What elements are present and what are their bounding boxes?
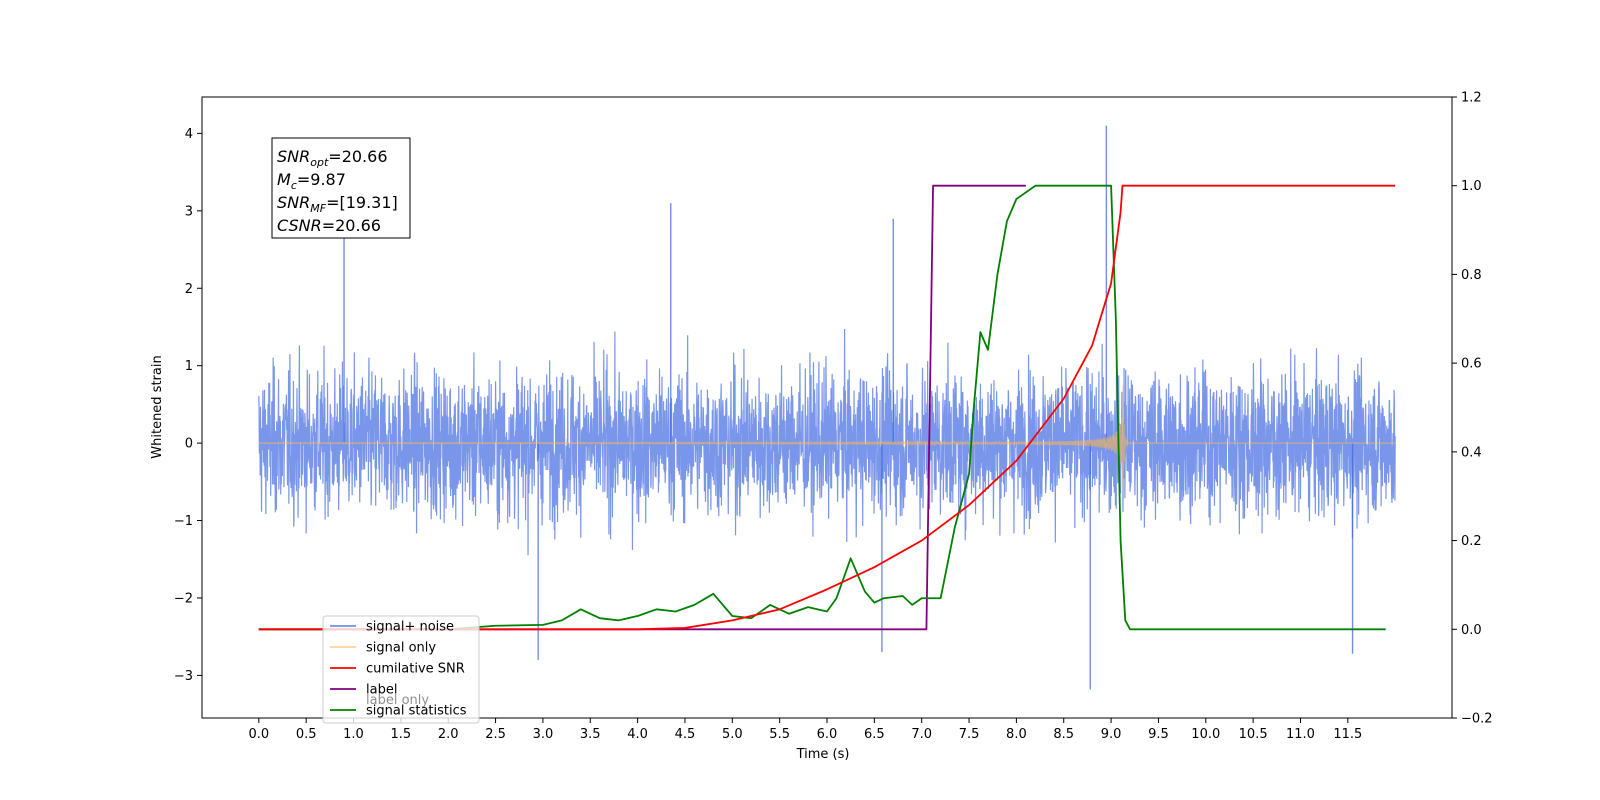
x-tick-label: 0.5 xyxy=(296,727,317,742)
legend-frame xyxy=(322,615,480,724)
legend: signal+ noise signal only cumilative SNR la… xyxy=(322,615,480,724)
y-tick-label: 3 xyxy=(185,204,193,219)
annotation-line: Mc=9.87 xyxy=(277,170,346,192)
x-tick-label: 11.5 xyxy=(1333,727,1362,742)
annotation-line: CSNR=20.66 xyxy=(277,216,381,235)
x-tick-label: 2.0 xyxy=(438,727,459,742)
series-cumulative-snr xyxy=(258,184,1396,631)
x-tick-label: 9.5 xyxy=(1148,727,1169,742)
x-tick-label: 6.0 xyxy=(817,727,838,742)
series-layer xyxy=(258,125,1396,690)
y-tick-label: −3 xyxy=(174,669,193,684)
y-axis-label: Whitened strain xyxy=(150,355,165,458)
series-signal-only xyxy=(258,385,1396,490)
y-axis-right: −0.2 0.0 0.2 0.4 0.6 0.8 1.0 1.2 xyxy=(1452,91,1493,727)
annotation-line: SNRopt=20.66 xyxy=(277,147,388,169)
x-tick-label: 9.0 xyxy=(1101,727,1122,742)
y-tick-label: 0 xyxy=(185,437,193,452)
x-tick-label: 10.0 xyxy=(1191,727,1220,742)
y2-tick-label: 0.6 xyxy=(1461,357,1482,372)
series-signal-noise xyxy=(258,328,1396,556)
x-tick-label: 1.5 xyxy=(391,727,412,742)
legend-label-hidden: label only xyxy=(366,693,429,708)
x-tick-label: 2.5 xyxy=(485,727,506,742)
x-tick-label: 8.0 xyxy=(1006,727,1027,742)
x-tick-label: 1.0 xyxy=(343,727,364,742)
x-tick-label: 10.5 xyxy=(1239,727,1268,742)
x-tick-label: 7.0 xyxy=(911,727,932,742)
y-tick-label: 1 xyxy=(185,359,193,374)
annotation-frame xyxy=(271,137,411,239)
legend-label: label xyxy=(366,683,397,698)
legend-label: signal statistics xyxy=(366,704,467,719)
legend-label: cumilative SNR xyxy=(366,662,465,677)
annotation-line: SNRMF=[19.31] xyxy=(277,193,398,215)
y-tick-label: −1 xyxy=(174,514,193,529)
x-tick-label: 4.5 xyxy=(675,727,696,742)
x-tick-label: 8.5 xyxy=(1053,727,1074,742)
y2-tick-label: −0.2 xyxy=(1461,712,1493,727)
x-tick-label: 5.0 xyxy=(722,727,743,742)
y2-tick-label: 0.0 xyxy=(1461,623,1482,638)
x-tick-label: 4.0 xyxy=(627,727,648,742)
x-tick-label: 7.5 xyxy=(959,727,980,742)
y-tick-label: 4 xyxy=(185,127,193,142)
y-tick-label: 2 xyxy=(185,282,193,297)
legend-label: signal+ noise xyxy=(366,620,454,635)
x-tick-label: 3.0 xyxy=(533,727,554,742)
y-axis-left: −3 −2 −1 0 1 2 3 4 xyxy=(174,127,202,684)
x-tick-label: 6.5 xyxy=(864,727,885,742)
x-tick-label: 0.0 xyxy=(248,727,269,742)
series-signal-statistics xyxy=(258,184,1386,631)
y2-tick-label: 0.8 xyxy=(1461,268,1482,283)
y2-tick-label: 1.0 xyxy=(1461,179,1482,194)
legend-label: signal only xyxy=(366,641,436,656)
y-tick-label: −2 xyxy=(174,591,193,606)
y2-tick-label: 0.4 xyxy=(1461,445,1482,460)
annotation-box: SNRopt=20.66Mc=9.87SNRMF=[19.31]CSNR=20.… xyxy=(271,137,411,239)
y2-tick-label: 0.2 xyxy=(1461,534,1482,549)
x-tick-label: 3.5 xyxy=(580,727,601,742)
x-tick-label: 5.5 xyxy=(769,727,790,742)
y2-tick-label: 1.2 xyxy=(1461,91,1482,106)
x-tick-label: 11.0 xyxy=(1286,727,1315,742)
x-axis-label: Time (s) xyxy=(796,747,850,762)
